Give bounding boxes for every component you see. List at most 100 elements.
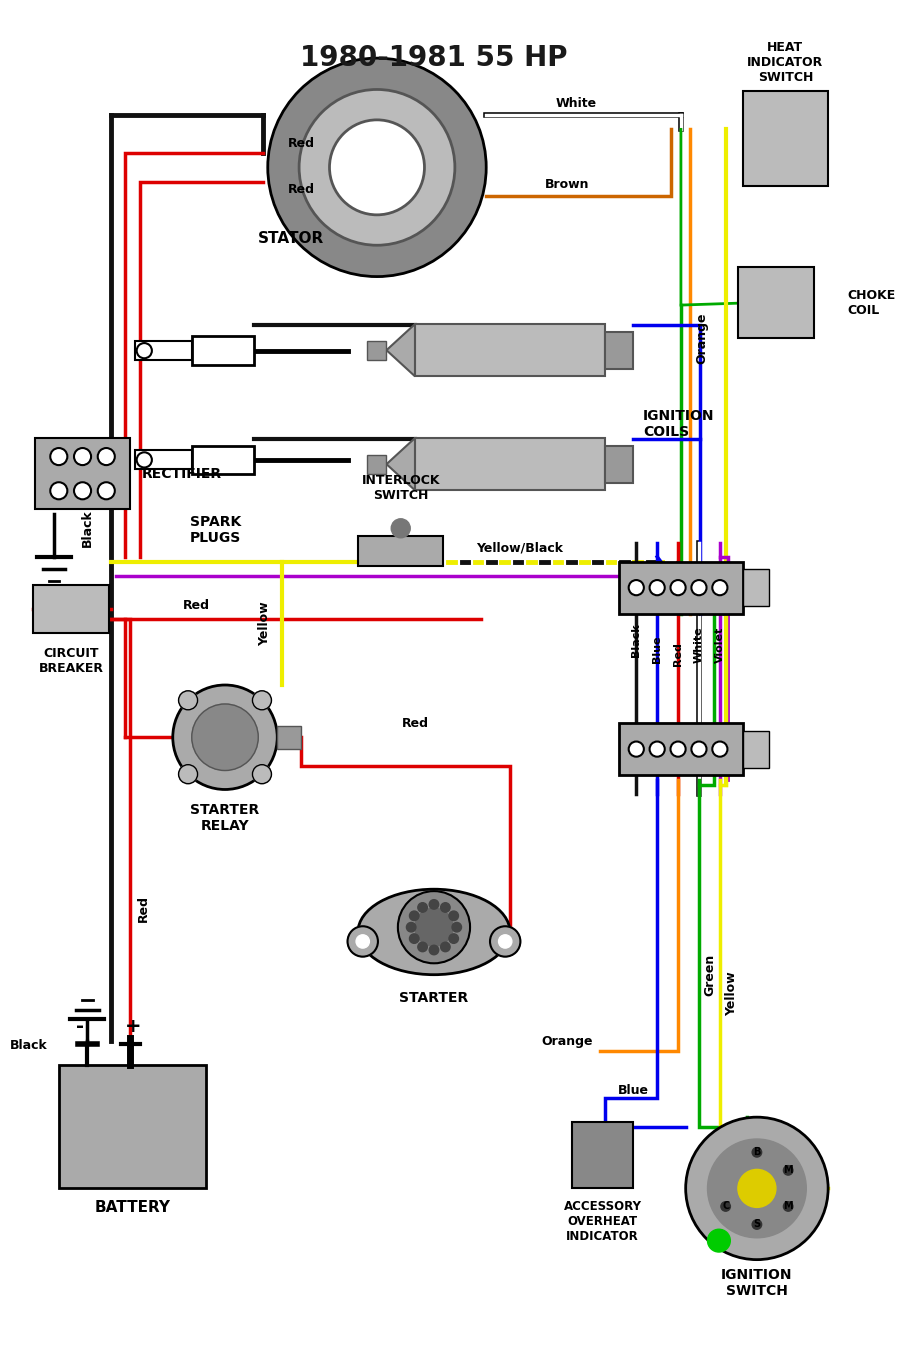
- Circle shape: [752, 1219, 761, 1229]
- FancyBboxPatch shape: [135, 341, 192, 360]
- Text: Green: Green: [704, 954, 717, 996]
- Circle shape: [415, 908, 453, 947]
- Circle shape: [329, 119, 425, 215]
- Circle shape: [691, 741, 707, 756]
- Circle shape: [74, 482, 91, 499]
- FancyBboxPatch shape: [135, 451, 192, 470]
- Circle shape: [691, 580, 707, 595]
- Circle shape: [178, 690, 198, 710]
- Text: White: White: [694, 626, 704, 663]
- Text: Black: Black: [631, 623, 642, 656]
- Text: Red: Red: [137, 895, 149, 922]
- FancyBboxPatch shape: [605, 332, 634, 369]
- Circle shape: [629, 580, 643, 595]
- Circle shape: [712, 580, 727, 595]
- Circle shape: [721, 1201, 731, 1211]
- FancyBboxPatch shape: [415, 438, 605, 490]
- Circle shape: [398, 890, 470, 963]
- Text: STARTER: STARTER: [400, 992, 469, 1006]
- Text: HEAT
INDICATOR
SWITCH: HEAT INDICATOR SWITCH: [747, 41, 824, 85]
- Circle shape: [449, 911, 458, 921]
- FancyBboxPatch shape: [742, 730, 770, 767]
- Text: White: White: [556, 97, 597, 110]
- Circle shape: [738, 1170, 776, 1207]
- FancyBboxPatch shape: [367, 341, 386, 360]
- Circle shape: [707, 1229, 730, 1252]
- Circle shape: [192, 704, 258, 770]
- Circle shape: [490, 926, 520, 956]
- Circle shape: [441, 943, 450, 952]
- Text: CIRCUIT
BREAKER: CIRCUIT BREAKER: [39, 647, 104, 675]
- Circle shape: [629, 741, 643, 756]
- Text: IGNITION
SWITCH: IGNITION SWITCH: [721, 1269, 793, 1299]
- FancyBboxPatch shape: [358, 536, 444, 566]
- Circle shape: [707, 1138, 806, 1237]
- Text: B: B: [753, 1147, 760, 1158]
- Circle shape: [783, 1201, 793, 1211]
- Text: S: S: [753, 1219, 760, 1229]
- Circle shape: [98, 448, 115, 466]
- Circle shape: [50, 482, 68, 499]
- Circle shape: [783, 1166, 793, 1175]
- Circle shape: [650, 741, 665, 756]
- Text: RECTIFIER: RECTIFIER: [141, 467, 221, 481]
- FancyBboxPatch shape: [367, 455, 386, 474]
- Text: Red: Red: [287, 137, 314, 151]
- FancyBboxPatch shape: [742, 569, 770, 606]
- Text: +: +: [124, 1018, 141, 1037]
- FancyBboxPatch shape: [605, 445, 634, 482]
- Ellipse shape: [358, 889, 510, 974]
- Circle shape: [686, 1117, 828, 1259]
- Circle shape: [74, 448, 91, 466]
- Text: Red: Red: [401, 718, 428, 730]
- Circle shape: [410, 934, 419, 944]
- Circle shape: [650, 580, 665, 595]
- FancyBboxPatch shape: [572, 1122, 634, 1188]
- Text: ACCESSORY
OVERHEAT
INDICATOR: ACCESSORY OVERHEAT INDICATOR: [563, 1200, 642, 1243]
- Circle shape: [98, 482, 115, 499]
- Text: -: -: [76, 1018, 84, 1037]
- Text: Yellow: Yellow: [258, 601, 272, 645]
- Text: C: C: [722, 1201, 729, 1211]
- FancyBboxPatch shape: [35, 438, 130, 510]
- Circle shape: [137, 452, 152, 467]
- Circle shape: [429, 900, 438, 910]
- Circle shape: [429, 945, 438, 955]
- Text: M: M: [783, 1201, 793, 1211]
- Circle shape: [356, 934, 369, 948]
- Circle shape: [137, 342, 152, 359]
- Text: INTERLOCK
SWITCH: INTERLOCK SWITCH: [362, 474, 440, 503]
- Text: Black: Black: [81, 510, 94, 547]
- Text: Black: Black: [10, 1040, 48, 1052]
- Text: BATTERY: BATTERY: [94, 1200, 170, 1215]
- FancyBboxPatch shape: [619, 562, 742, 614]
- Circle shape: [752, 1148, 761, 1158]
- Text: Brown: Brown: [544, 178, 590, 190]
- FancyBboxPatch shape: [192, 445, 254, 474]
- Circle shape: [253, 764, 272, 784]
- Circle shape: [410, 911, 419, 921]
- Text: Orange: Orange: [696, 312, 708, 364]
- Circle shape: [670, 580, 686, 595]
- FancyBboxPatch shape: [192, 337, 254, 364]
- Circle shape: [449, 934, 458, 944]
- Text: Red: Red: [673, 643, 683, 666]
- Text: IGNITION
COILS: IGNITION COILS: [643, 408, 715, 438]
- Text: SPARK
PLUGS: SPARK PLUGS: [190, 515, 241, 545]
- FancyBboxPatch shape: [58, 1064, 206, 1188]
- Polygon shape: [386, 325, 415, 377]
- Text: Red: Red: [183, 599, 210, 612]
- Circle shape: [452, 922, 462, 932]
- Text: CHOKE
COIL: CHOKE COIL: [847, 289, 896, 316]
- FancyBboxPatch shape: [33, 585, 109, 633]
- Circle shape: [712, 741, 727, 756]
- Text: Blue: Blue: [618, 1084, 649, 1097]
- Circle shape: [418, 943, 428, 952]
- Text: Red: Red: [287, 182, 314, 196]
- Polygon shape: [386, 438, 415, 490]
- Circle shape: [392, 519, 410, 538]
- Circle shape: [670, 741, 686, 756]
- Text: Orange: Orange: [541, 1034, 593, 1048]
- Circle shape: [441, 903, 450, 912]
- Text: 1980-1981 55 HP: 1980-1981 55 HP: [301, 44, 568, 73]
